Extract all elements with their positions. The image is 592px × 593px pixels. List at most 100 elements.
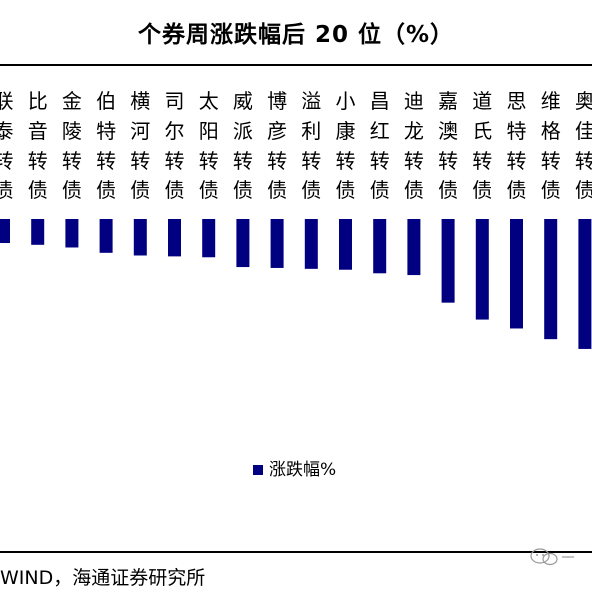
bar: [133, 219, 147, 256]
category-label-char: 河: [130, 119, 150, 143]
category-label-char: 债: [165, 178, 185, 202]
category-label-char: 转: [370, 149, 390, 173]
category-label-char: 特: [96, 119, 116, 143]
bar: [373, 219, 387, 274]
category-label-char: 转: [336, 149, 356, 173]
category-label-char: 转: [301, 149, 321, 173]
bars: [0, 219, 592, 349]
category-label-char: 债: [472, 178, 492, 202]
category-label-char: 债: [507, 178, 527, 202]
bar: [0, 219, 10, 244]
legend-label: 涨跌幅%: [269, 460, 336, 480]
bar: [65, 219, 79, 248]
category-label-char: 转: [199, 149, 219, 173]
category-label-char: 债: [301, 178, 321, 202]
title-bar: 个券周涨跌幅后 20 位（%）: [0, 0, 592, 64]
bar: [236, 219, 250, 268]
category-label-char: 转: [130, 149, 150, 173]
category-label-char: 奥: [575, 89, 592, 113]
category-label-char: 派: [233, 119, 253, 143]
category-label-char: 音: [28, 119, 48, 143]
category-label-char: 转: [438, 149, 458, 173]
category-label-char: 溢: [301, 89, 321, 113]
bar: [510, 219, 523, 329]
category-label-char: 维: [541, 89, 561, 113]
category-label-char: 特: [507, 119, 527, 143]
category-label-char: 债: [199, 178, 219, 202]
category-label-char: 转: [541, 149, 561, 173]
category-label-char: 康: [336, 119, 356, 143]
category-label-char: 利: [301, 119, 321, 143]
category-label-char: 迪: [404, 89, 424, 113]
category-label-char: 格: [541, 119, 561, 143]
category-label-char: 债: [130, 178, 150, 202]
bar: [339, 219, 352, 270]
chart-title: 个券周涨跌幅后 20 位（%）: [137, 22, 455, 48]
category-label-char: 道: [472, 89, 492, 113]
category-label-char: 龙: [404, 119, 424, 143]
category-label-char: 太: [199, 89, 219, 113]
category-label-char: 转: [28, 149, 48, 173]
wechat-watermark-icon: [530, 548, 574, 566]
category-label-char: 债: [62, 178, 82, 202]
category-label-char: 小: [336, 89, 356, 113]
category-label-char: 阳: [199, 119, 219, 143]
category-label-char: 债: [575, 178, 592, 202]
category-label-char: 转: [267, 149, 287, 173]
bar: [202, 219, 216, 258]
bottom-rule: [0, 551, 592, 553]
bar: [270, 219, 284, 268]
category-label-char: 债: [267, 178, 287, 202]
source-note: WIND，海通证券研究所: [0, 567, 206, 589]
bar: [168, 219, 181, 257]
category-label-char: 转: [165, 149, 185, 173]
category-label-char: 转: [233, 149, 253, 173]
category-label-char: 昌: [370, 89, 390, 113]
legend: 涨跌幅%: [253, 460, 336, 480]
top-rule: [0, 64, 592, 66]
bar: [304, 219, 318, 269]
bar: [31, 219, 45, 245]
bar: [99, 219, 113, 253]
category-label-char: 威: [233, 89, 253, 113]
bar: [544, 219, 558, 340]
bar: [441, 219, 455, 303]
bar: [475, 219, 489, 320]
category-label-char: 联: [0, 89, 14, 113]
category-label-char: 转: [0, 149, 14, 173]
category-label-char: 转: [96, 149, 116, 173]
category-label-char: 氏: [472, 119, 492, 143]
category-label-char: 佳: [575, 119, 592, 143]
category-label-char: 嘉: [438, 89, 458, 113]
category-label-char: 债: [541, 178, 561, 202]
category-label-char: 债: [96, 178, 116, 202]
category-label-char: 转: [472, 149, 492, 173]
category-label-char: 司: [165, 89, 185, 113]
bar: [578, 219, 592, 349]
category-label-char: 金: [62, 89, 82, 113]
category-label-char: 泰: [0, 119, 14, 143]
category-label-char: 债: [0, 178, 14, 202]
category-label-char: 转: [575, 149, 592, 173]
category-label-char: 债: [233, 178, 253, 202]
category-label-char: 陵: [62, 119, 82, 143]
category-label-char: 债: [28, 178, 48, 202]
category-label-char: 债: [438, 178, 458, 202]
category-label-char: 横: [130, 89, 150, 113]
category-label-char: 转: [404, 149, 424, 173]
category-label-char: 债: [404, 178, 424, 202]
category-label-char: 比: [28, 89, 48, 113]
bar: [407, 219, 421, 276]
category-label-char: 尔: [165, 119, 185, 143]
category-label-char: 伯: [96, 89, 116, 113]
category-label-char: 转: [62, 149, 82, 173]
category-label-char: 思: [507, 89, 527, 113]
category-label-char: 红: [370, 119, 390, 143]
category-label-char: 博: [267, 89, 287, 113]
legend-swatch: [253, 465, 263, 475]
category-label-char: 彦: [267, 119, 287, 143]
category-label-char: 债: [370, 178, 390, 202]
category-label-char: 债: [336, 178, 356, 202]
